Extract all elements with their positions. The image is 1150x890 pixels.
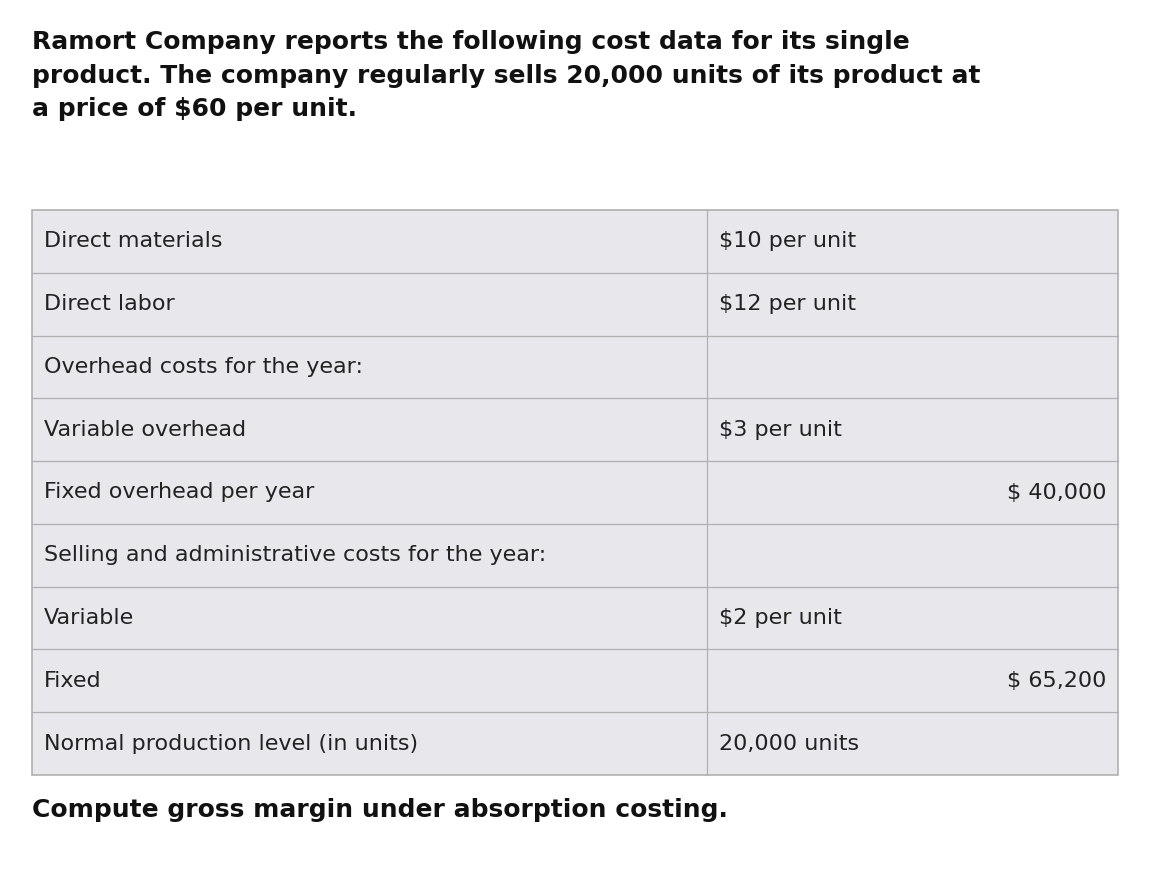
Bar bbox=[32, 712, 1118, 775]
Text: $10 per unit: $10 per unit bbox=[719, 231, 856, 251]
Text: $2 per unit: $2 per unit bbox=[719, 608, 842, 628]
Text: $12 per unit: $12 per unit bbox=[719, 295, 856, 314]
Text: 20,000 units: 20,000 units bbox=[719, 733, 859, 754]
Text: Overhead costs for the year:: Overhead costs for the year: bbox=[44, 357, 362, 377]
Bar bbox=[32, 210, 1118, 775]
Bar bbox=[32, 650, 1118, 712]
Text: Selling and administrative costs for the year:: Selling and administrative costs for the… bbox=[44, 546, 546, 565]
Bar bbox=[32, 524, 1118, 587]
Text: Direct labor: Direct labor bbox=[44, 295, 175, 314]
Text: $3 per unit: $3 per unit bbox=[719, 420, 842, 440]
Text: Variable: Variable bbox=[44, 608, 133, 628]
Bar bbox=[32, 272, 1118, 336]
Text: Fixed: Fixed bbox=[44, 671, 101, 691]
Text: Direct materials: Direct materials bbox=[44, 231, 222, 251]
Text: Compute gross margin under absorption costing.: Compute gross margin under absorption co… bbox=[32, 798, 728, 822]
Bar bbox=[32, 461, 1118, 524]
Bar bbox=[32, 399, 1118, 461]
Text: Normal production level (in units): Normal production level (in units) bbox=[44, 733, 417, 754]
Text: $ 65,200: $ 65,200 bbox=[1007, 671, 1106, 691]
Text: Ramort Company reports the following cost data for its single
product. The compa: Ramort Company reports the following cos… bbox=[32, 30, 981, 121]
Bar bbox=[32, 587, 1118, 650]
Bar bbox=[32, 336, 1118, 399]
Text: Variable overhead: Variable overhead bbox=[44, 420, 246, 440]
Bar bbox=[32, 210, 1118, 272]
Text: Fixed overhead per year: Fixed overhead per year bbox=[44, 482, 314, 503]
Text: $ 40,000: $ 40,000 bbox=[1006, 482, 1106, 503]
